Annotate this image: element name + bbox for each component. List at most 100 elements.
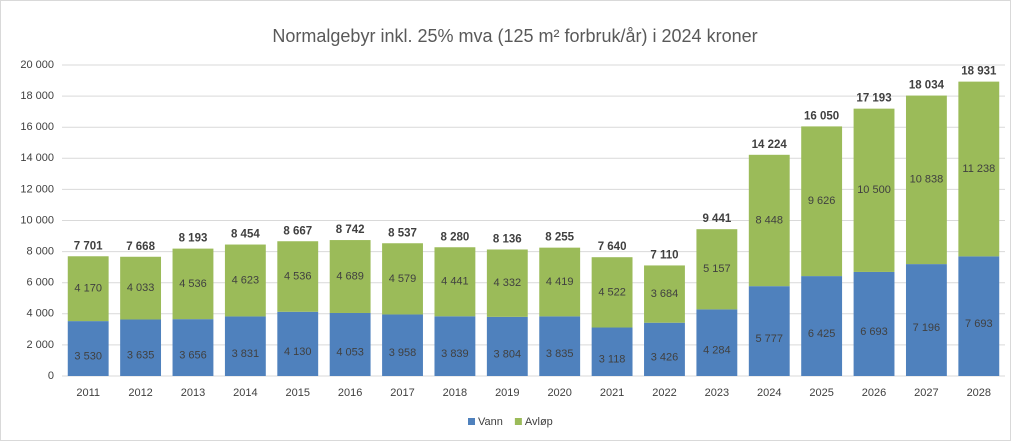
x-tick-label: 2013 xyxy=(181,387,205,399)
data-label: 7 196 xyxy=(913,322,941,334)
total-label: 7 640 xyxy=(598,241,627,253)
total-label: 17 193 xyxy=(856,93,891,105)
data-label: 10 500 xyxy=(857,184,891,196)
bar-segment xyxy=(801,276,843,376)
total-label: 8 193 xyxy=(179,233,208,245)
data-label: 3 804 xyxy=(494,348,522,360)
total-label: 7 701 xyxy=(74,240,103,252)
x-tick-label: 2018 xyxy=(443,387,467,399)
y-tick-label: 18 000 xyxy=(20,90,54,102)
x-tick-label: 2025 xyxy=(809,387,833,399)
bar-segment xyxy=(748,154,790,287)
data-label: 4 053 xyxy=(336,346,364,358)
x-tick-label: 2024 xyxy=(757,387,781,399)
bar-segment xyxy=(382,243,423,315)
x-tick-label: 2027 xyxy=(914,387,938,399)
data-label: 3 635 xyxy=(127,350,155,362)
total-label: 8 280 xyxy=(441,231,470,243)
data-label: 8 448 xyxy=(755,214,783,226)
data-label: 3 426 xyxy=(651,351,679,363)
total-label: 14 224 xyxy=(752,139,788,151)
bar-segment xyxy=(120,256,162,320)
x-tick-label: 2019 xyxy=(495,387,519,399)
y-tick-label: 2 000 xyxy=(26,339,54,351)
bar-segment xyxy=(382,314,423,376)
x-tick-label: 2022 xyxy=(652,387,676,399)
bar-segment xyxy=(801,126,843,277)
x-tick-label: 2012 xyxy=(128,387,152,399)
bar-segment xyxy=(696,309,738,376)
bar-segment xyxy=(172,248,214,320)
bar-segment xyxy=(905,95,947,265)
bar-segment xyxy=(329,240,371,313)
data-label: 7 693 xyxy=(965,318,993,330)
data-label: 3 839 xyxy=(441,348,469,360)
bar-segment xyxy=(224,316,266,376)
y-tick-label: 12 000 xyxy=(20,183,54,195)
bar-segment xyxy=(644,322,685,376)
bar-segment xyxy=(853,108,895,272)
data-label: 4 536 xyxy=(179,278,207,290)
x-tick-label: 2020 xyxy=(547,387,571,399)
total-label: 8 667 xyxy=(283,225,312,237)
total-label: 16 050 xyxy=(804,110,839,122)
data-label: 3 835 xyxy=(546,348,574,360)
data-label: 3 118 xyxy=(599,354,626,366)
bar-segment xyxy=(486,249,528,317)
data-label: 5 777 xyxy=(755,333,783,345)
bar-segment xyxy=(539,247,581,317)
total-label: 7 668 xyxy=(126,241,155,253)
bar-segment xyxy=(277,241,319,312)
data-label: 3 656 xyxy=(179,349,207,361)
x-tick-label: 2017 xyxy=(390,387,414,399)
data-label: 3 684 xyxy=(651,288,679,300)
bar-segment xyxy=(591,257,633,328)
total-label: 8 454 xyxy=(231,229,260,241)
x-tick-label: 2014 xyxy=(233,387,257,399)
y-tick-label: 6 000 xyxy=(26,277,54,289)
x-tick-label: 2021 xyxy=(600,387,624,399)
data-label: 6 425 xyxy=(808,328,836,340)
bar-segment xyxy=(277,311,319,376)
x-tick-label: 2011 xyxy=(76,387,100,399)
bar-segment xyxy=(591,327,633,376)
data-label: 4 689 xyxy=(336,270,364,282)
bar-segment xyxy=(434,247,476,317)
data-label: 4 332 xyxy=(494,277,522,289)
bar-segment xyxy=(748,286,790,376)
y-tick-label: 14 000 xyxy=(20,152,54,164)
data-label: 4 522 xyxy=(598,286,626,298)
x-tick-label: 2016 xyxy=(338,387,362,399)
data-label: 3 831 xyxy=(232,348,260,360)
data-label: 3 530 xyxy=(74,350,102,362)
data-label: 11 238 xyxy=(962,163,995,175)
bar-segment xyxy=(644,265,685,323)
y-tick-label: 16 000 xyxy=(20,121,54,133)
bar-segment xyxy=(329,312,371,376)
bar-segment xyxy=(67,321,109,376)
chart-title: Normalgebyr inkl. 25% mva (125 m² forbru… xyxy=(272,26,757,46)
bar-segment xyxy=(539,316,581,376)
data-label: 4 033 xyxy=(127,282,155,294)
bar-segment xyxy=(224,244,266,317)
bar-segment xyxy=(434,316,476,376)
y-tick-label: 0 xyxy=(48,370,54,382)
total-label: 18 034 xyxy=(909,80,945,92)
data-label: 4 419 xyxy=(546,276,574,288)
y-tick-label: 8 000 xyxy=(26,246,54,258)
data-label: 4 284 xyxy=(703,345,731,357)
bar-segment xyxy=(67,256,109,322)
total-label: 18 931 xyxy=(961,66,997,78)
data-label: 5 157 xyxy=(703,263,731,275)
bar-segment xyxy=(905,264,947,376)
x-tick-label: 2015 xyxy=(286,387,310,399)
data-label: 3 958 xyxy=(389,347,417,359)
total-label: 7 110 xyxy=(650,249,678,261)
bar-segment xyxy=(486,316,528,376)
data-label: 4 536 xyxy=(284,270,312,282)
y-tick-label: 20 000 xyxy=(20,59,54,71)
bar-segment xyxy=(120,319,162,376)
total-label: 8 742 xyxy=(336,224,365,236)
data-label: 4 623 xyxy=(232,274,260,286)
x-tick-label: 2026 xyxy=(862,387,886,399)
